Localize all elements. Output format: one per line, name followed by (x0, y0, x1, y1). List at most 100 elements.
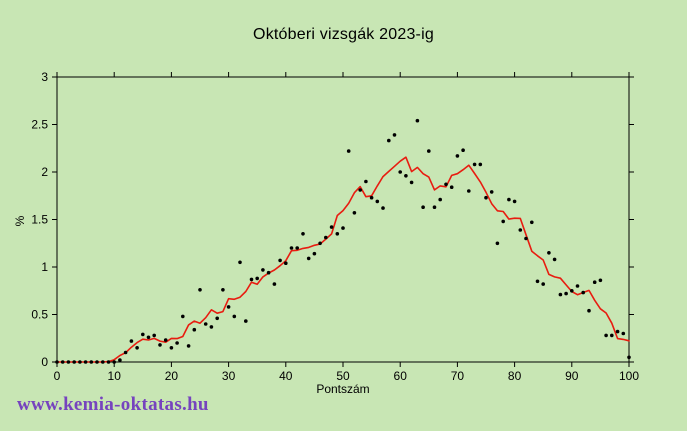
scatter-dot (261, 268, 265, 272)
scatter-dot (518, 228, 523, 232)
scatter-dot (135, 346, 139, 350)
scatter-dot (558, 292, 563, 297)
scatter-dot (387, 138, 391, 143)
scatter-dot (524, 236, 528, 241)
chart-title: Októberi vizsgák 2023-ig (253, 26, 434, 43)
scatter-dot (55, 360, 59, 364)
scatter-dot (129, 339, 134, 343)
scatter-dot (415, 118, 420, 123)
scatter-dot (570, 289, 574, 293)
scatter-dot (432, 205, 437, 209)
scatter-dot (478, 162, 483, 167)
scatter-dot (169, 346, 174, 350)
scatter-dot (409, 180, 414, 185)
scatter-dot (306, 256, 311, 261)
x-tick-label: 70 (451, 369, 465, 383)
x-axis-title: Pontszám (316, 382, 370, 396)
scatter-dot (404, 174, 408, 178)
scatter-dot (398, 170, 403, 174)
watermark-url: www.kemia-oktatas.hu (17, 394, 209, 415)
scatter-dot (192, 327, 197, 332)
scatter-dot (364, 179, 368, 184)
y-tick-label: 1 (41, 260, 48, 274)
scatter-dot (438, 197, 443, 202)
scatter-dot (381, 206, 385, 210)
scatter-dot (512, 199, 517, 204)
trend-line (56, 156, 630, 363)
scatter-dot (118, 358, 122, 362)
scatter-dot (272, 282, 277, 286)
scatter-dot (215, 316, 219, 321)
scatter-dot (203, 322, 208, 326)
scatter-dot (592, 280, 597, 285)
scatter-dot (89, 360, 94, 364)
scatter-dot (141, 332, 145, 337)
scatter-dot (289, 246, 294, 250)
scatter-dot (209, 325, 214, 329)
scatter-dot (449, 185, 454, 189)
scatter-dot (278, 258, 282, 263)
scatter-dot (564, 291, 568, 296)
x-tick-label: 0 (54, 369, 61, 383)
x-tick-label: 30 (222, 369, 236, 383)
scatter-dot (541, 282, 545, 286)
scatter-dot (484, 195, 488, 200)
scatter-dot (495, 241, 500, 246)
scatter-dot (501, 219, 506, 224)
scatter-dot (198, 288, 202, 292)
scatter-dot (112, 360, 116, 364)
x-tick-label: 80 (508, 369, 522, 383)
scatter-dot (101, 360, 105, 364)
scatter-dot (615, 329, 620, 334)
scatter-dot (358, 188, 363, 192)
scatter-dot (427, 149, 431, 153)
y-tick-label: 0 (41, 355, 48, 369)
scatter-dot (587, 308, 591, 313)
scatter-dot (238, 260, 242, 265)
scatter-dot (95, 360, 99, 364)
scatter-dot (324, 235, 328, 240)
scatter-dot (455, 154, 460, 158)
scatter-dot (530, 220, 534, 225)
scatter-dot (489, 190, 494, 194)
scatter-dot (507, 197, 511, 202)
scatter-dot (375, 199, 380, 204)
scatter-dot (461, 148, 465, 152)
scatter-dot (78, 360, 82, 364)
scatter-dot (547, 251, 551, 255)
x-tick-label: 50 (336, 369, 350, 383)
scatter-dot (152, 333, 156, 338)
scatter-dot (158, 343, 162, 347)
scatter-dot (301, 232, 305, 236)
scatter-dot (627, 355, 631, 360)
scatter-dot (175, 341, 179, 345)
x-tick-label: 90 (565, 369, 579, 383)
scatter-dot (575, 284, 580, 288)
scatter-dot (552, 257, 557, 262)
x-tick-label: 10 (108, 369, 122, 383)
y-tick-label: 0.5 (31, 308, 48, 322)
scatter-dot (181, 314, 185, 319)
plot-border (56, 76, 630, 363)
scatter-dot (392, 133, 397, 137)
x-tick-label: 20 (165, 369, 179, 383)
scatter-dot (186, 344, 191, 348)
scatter-dot (318, 241, 322, 246)
scatter-dot (221, 288, 225, 292)
y-tick-label: 2.5 (31, 118, 48, 132)
scatter-dot (312, 251, 317, 256)
scatter-dot (581, 290, 585, 295)
scatter-dot (352, 211, 357, 215)
scatter-dot (341, 226, 345, 230)
scatter-dot (284, 261, 288, 266)
scatter-dot (535, 279, 540, 284)
x-tick-label: 100 (619, 369, 639, 383)
scatter-dot (329, 225, 334, 229)
scatter-dot (163, 338, 168, 342)
scatter-dot (83, 360, 88, 364)
scatter-dot (346, 149, 351, 153)
scatter-dot (621, 331, 626, 336)
scatter-dot (249, 277, 254, 282)
